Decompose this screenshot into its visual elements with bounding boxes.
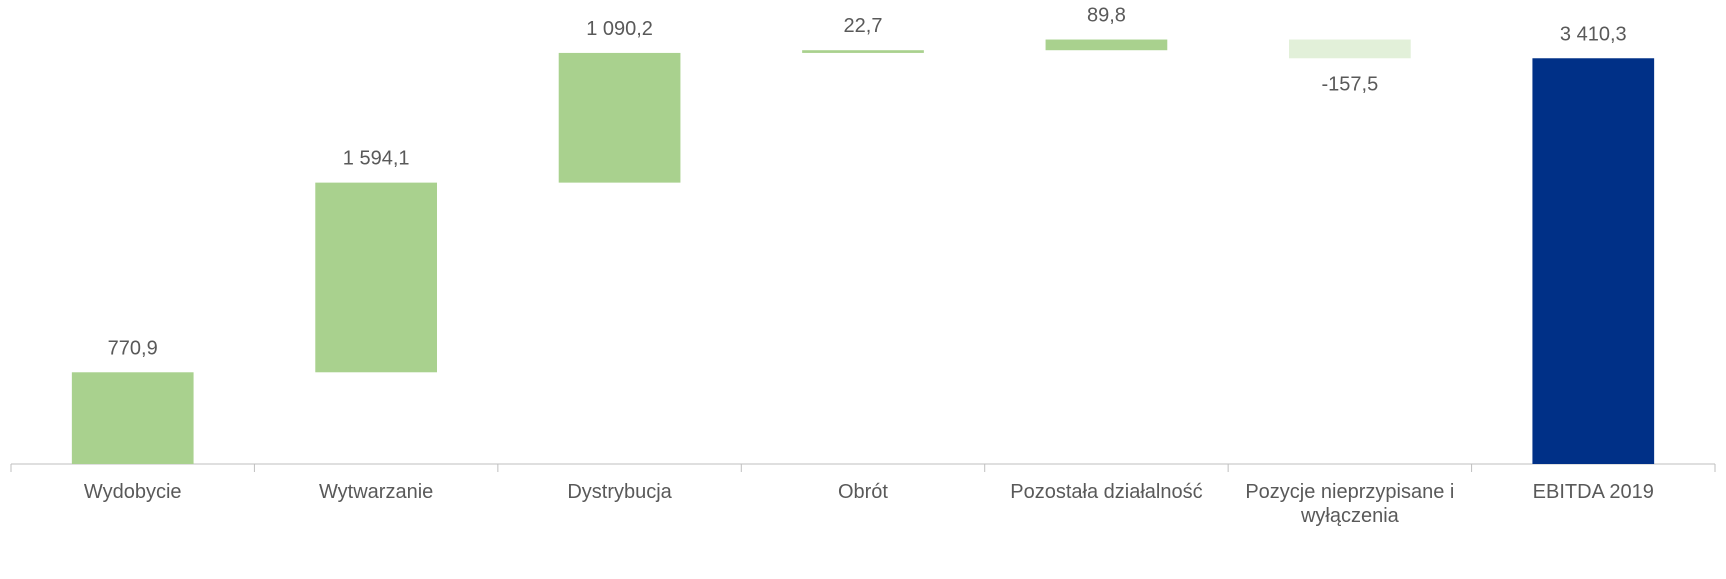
x-tick-label: Pozostała działalność [1010,481,1203,503]
value-label: -157,5 [1321,73,1378,95]
bar [315,182,437,373]
bar [1532,58,1655,464]
bar [1045,39,1168,51]
bar [802,50,924,53]
value-label: 22,7 [844,15,883,37]
value-label: 770,9 [108,337,158,359]
x-tick-label: Pozycje nieprzypisane i wyłączenia [1245,481,1455,527]
bar [558,52,681,183]
value-label: 89,8 [1087,5,1126,27]
bar [1289,39,1411,59]
x-tick-label: Obrót [837,481,888,503]
x-tick-label: Dystrybucja [567,481,672,503]
x-tick-label: Wydobycie [83,481,182,503]
bar [71,372,194,464]
x-tick-label: Wytwarzanie [318,481,434,503]
x-tick-label: EBITDA 2019 [1532,481,1654,503]
value-label: 1 594,1 [343,148,410,170]
value-label: 1 090,2 [586,18,653,40]
value-label: 3 410,3 [1560,23,1627,45]
